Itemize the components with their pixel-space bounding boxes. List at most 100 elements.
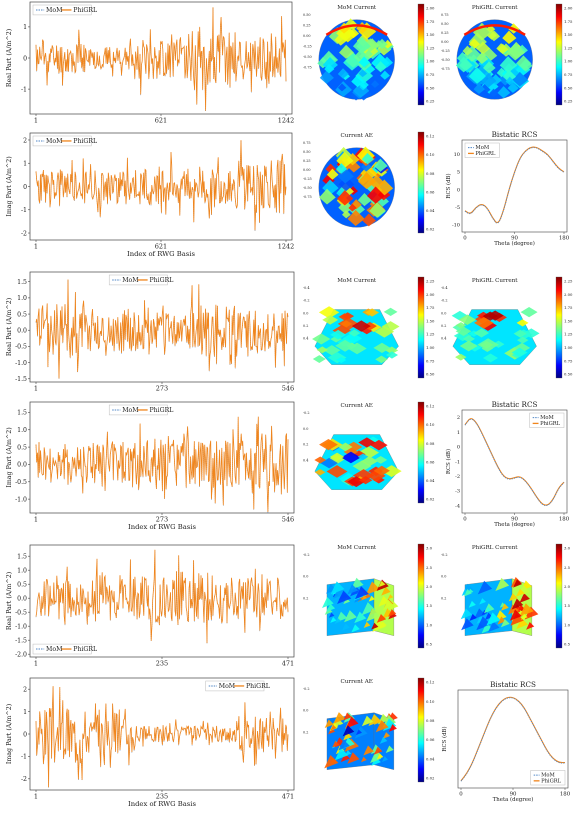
axis-tick-label: -0.2	[303, 299, 310, 303]
colorbar-tick-label: 1.00	[564, 59, 573, 64]
mesh-patch	[326, 465, 348, 478]
mesh-patch	[463, 45, 481, 62]
axis-tick-label: -0.75	[303, 195, 312, 199]
mesh-patch	[468, 67, 487, 84]
colorbar-tick-label: 0.50	[426, 372, 435, 377]
mesh-patch	[337, 68, 349, 79]
mesh-patch	[382, 732, 391, 739]
legend-mom-label: MoM	[46, 138, 63, 145]
y-tick-label: 1	[23, 161, 27, 168]
mesh-patch	[383, 307, 398, 317]
mesh-patch	[385, 351, 399, 359]
axis-tick-label: 0.0	[303, 709, 308, 713]
mesh-patch	[473, 83, 485, 95]
mesh-patch	[338, 176, 355, 192]
y-tick-label: 0	[23, 731, 27, 738]
surface-title: MoM Current	[337, 278, 377, 284]
colorbar-tick-label: 1.75	[426, 305, 435, 310]
x-axis-label: Index of RWG Basis	[128, 800, 196, 808]
rcs-title: Bistatic RCS	[492, 400, 538, 409]
mesh-patch	[499, 602, 506, 608]
mesh-patch	[330, 616, 337, 623]
mesh-patch	[326, 583, 337, 594]
mesh-patch	[376, 753, 384, 760]
surface-title: Current AE	[341, 133, 373, 139]
y-tick-label: -1.5	[15, 376, 27, 383]
mesh-patch	[500, 603, 509, 611]
x-tick-label: 1	[34, 243, 38, 251]
mesh-patch	[468, 343, 482, 352]
mesh-patch	[524, 606, 539, 620]
mesh-patch	[354, 595, 362, 603]
y-tick-label: -1.5	[15, 638, 27, 645]
mesh-patch	[380, 70, 390, 80]
colorbar-tick-label: 3.0	[564, 546, 571, 551]
y-tick-label: -1	[21, 86, 27, 93]
mesh-patch	[358, 69, 368, 78]
mesh-patch	[358, 437, 376, 448]
mesh-patch	[474, 608, 486, 620]
surface-plot-r1-mom: MoM Current 2.00 1.75 1.50 1.25 1.00 0.75 0.50 0…	[303, 3, 435, 106]
x-tick-label: 0	[463, 236, 467, 242]
y-tick-label: -2	[21, 230, 27, 237]
mesh-patch	[316, 346, 328, 354]
mesh-patch	[462, 45, 473, 56]
mesh-patch	[326, 603, 336, 612]
axis-tick-label: 0.0	[441, 311, 446, 315]
colorbar-tick-label: 0.04	[426, 756, 435, 761]
y-tick-label: 1	[457, 430, 460, 436]
mesh-patch	[462, 335, 475, 343]
mesh-patch	[460, 608, 473, 620]
mesh-patch	[485, 606, 492, 613]
mesh-patch	[388, 609, 397, 617]
mesh-patch	[516, 319, 529, 327]
legend-phigrl-label: PhiGRL	[73, 646, 97, 653]
mesh-patch	[328, 727, 336, 735]
colorbar-tick-label: 2.00	[564, 6, 573, 11]
series-phigrl-line	[464, 146, 565, 224]
colorbar-tick-label: 1.0	[426, 622, 433, 627]
x-tick-label: 235	[156, 660, 168, 668]
colorbar-tick-label: 2.00	[564, 292, 573, 297]
y-tick-label: -10	[452, 223, 460, 229]
colorbar-tick-label: 1.25	[426, 332, 435, 337]
mesh-patch	[352, 36, 371, 54]
mesh-patch	[382, 608, 394, 619]
mesh-patch	[381, 56, 394, 68]
colorbar-tick-label: 1.75	[564, 305, 573, 310]
mesh-patch	[366, 186, 386, 204]
mesh-patch	[337, 190, 354, 206]
x-tick-label: 546	[282, 516, 294, 524]
colorbar-tick-label: 1.25	[564, 45, 573, 50]
mesh-patch	[370, 744, 382, 755]
y-tick-label: 2	[23, 137, 27, 144]
y-tick-label: -1.0	[15, 496, 27, 503]
axis-tick-label: 0.50	[441, 22, 449, 26]
mesh-patch	[352, 82, 370, 98]
y-tick-label: 2	[457, 415, 460, 421]
x-tick-label: 1242	[278, 243, 295, 251]
y-tick-label: 0	[457, 445, 460, 451]
x-tick-label: 621	[155, 243, 167, 251]
mesh-patch	[473, 328, 490, 338]
surface-title: Current AE	[341, 403, 373, 409]
mesh-patch	[348, 203, 357, 212]
mesh-patch	[461, 588, 470, 596]
y-tick-label: 0	[23, 184, 27, 191]
mesh-patch	[330, 581, 345, 595]
y-axis-label: Real Part (A/m^2)	[6, 572, 13, 630]
colorbar	[417, 543, 425, 649]
colorbar-tick-label: 0.50	[564, 372, 573, 377]
series-mom-line	[464, 147, 565, 224]
mesh-patch	[481, 73, 497, 88]
mesh-patch	[336, 356, 347, 364]
mesh-patch	[510, 613, 524, 626]
mesh-patch	[362, 213, 376, 227]
legend-phigrl-label: PhiGRL	[541, 778, 562, 784]
mesh-patch	[332, 740, 340, 748]
plot-frame	[29, 677, 295, 791]
